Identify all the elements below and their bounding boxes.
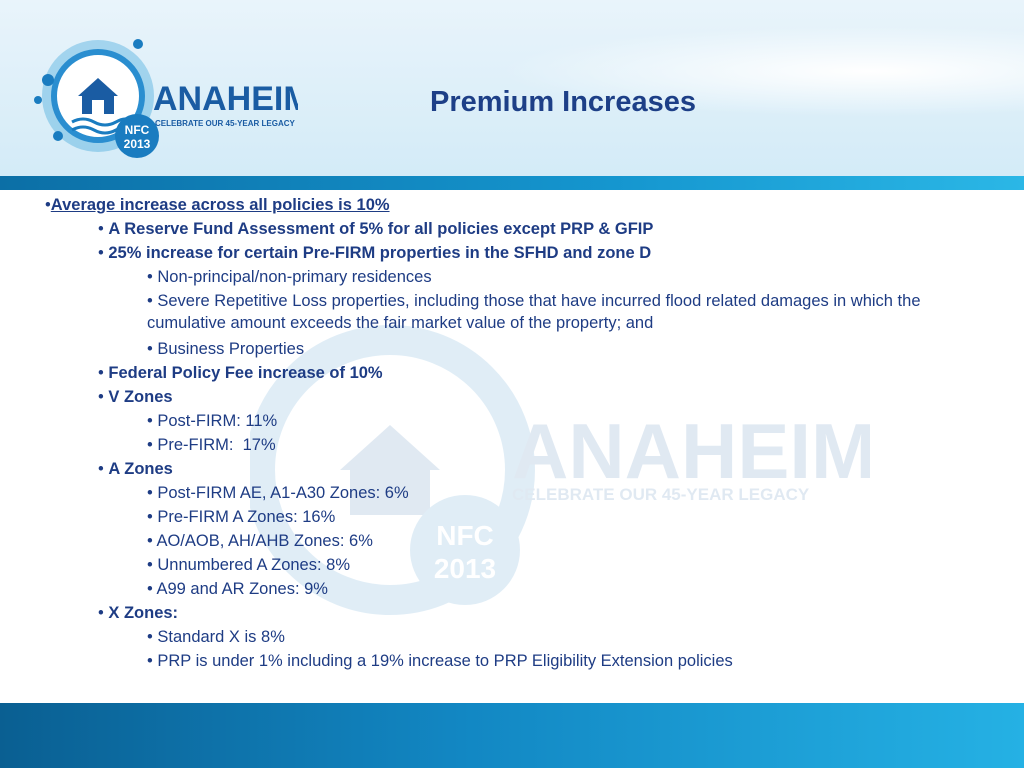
bullet-item: • Post-FIRM AE, A1-A30 Zones: 6%	[147, 484, 409, 502]
bullet-text: Post-FIRM: 11%	[157, 412, 278, 430]
house-icon	[78, 78, 118, 114]
watermark-name: ANAHEIM	[512, 407, 870, 495]
logo-badge-line1: NFC	[125, 123, 150, 137]
bullet-item: • A Zones	[98, 460, 173, 478]
bullet-item: • Unnumbered A Zones: 8%	[147, 556, 350, 574]
footer-band	[0, 703, 1024, 768]
slide-header	[0, 0, 1024, 178]
bullet-item: • X Zones:	[98, 604, 179, 622]
bullet-item: • Post-FIRM: 11%	[147, 412, 278, 430]
logo-name: ANAHEIM	[153, 80, 298, 118]
bullet-item: • AO/AOB, AH/AHB Zones: 6%	[147, 532, 373, 550]
slide-title: Premium Increases	[430, 86, 696, 118]
watermark-badge-line2: 2013	[434, 553, 496, 584]
bullet-text: Federal Policy Fee increase of 10%	[108, 364, 383, 382]
bullet-item: • PRP is under 1% including a 19% increa…	[147, 652, 733, 670]
watermark-tagline: CELEBRATE OUR 45-YEAR LEGACY	[512, 485, 810, 504]
bullet-text: Post-FIRM AE, A1-A30 Zones: 6%	[157, 484, 409, 502]
bullet-item: • Standard X is 8%	[147, 628, 285, 646]
bullet-item: • 25% increase for certain Pre-FIRM prop…	[98, 244, 652, 262]
bullet-text: Unnumbered A Zones: 8%	[157, 556, 350, 574]
bullet-item: •Average increase across all policies is…	[45, 196, 390, 214]
bullet-item: • Non-principal/non-primary residences	[147, 268, 432, 286]
bullet-text: A Reserve Fund Assessment of 5% for all …	[108, 220, 654, 238]
logo-tagline: CELEBRATE OUR 45-YEAR LEGACY	[155, 119, 296, 128]
bullet-text: 25% increase for certain Pre-FIRM proper…	[108, 244, 652, 262]
bullet-item: • Federal Policy Fee increase of 10%	[98, 364, 383, 382]
logo-badge-line2: 2013	[124, 137, 151, 151]
bullet-text: Non-principal/non-primary residences	[157, 268, 432, 286]
bullet-item: • A99 and AR Zones: 9%	[147, 580, 328, 598]
bullet-text: A99 and AR Zones: 9%	[156, 580, 328, 598]
bullet-text: PRP is under 1% including a 19% increase…	[157, 652, 733, 670]
anaheim-logo: NFC 2013 ANAHEIM CELEBRATE OUR 45-YEAR L…	[34, 39, 298, 158]
bullet-item: • V Zones	[98, 388, 173, 406]
bullet-text: AO/AOB, AH/AHB Zones: 6%	[156, 532, 373, 550]
header-band	[0, 176, 1024, 190]
bullet-text: Average increase across all policies is …	[50, 196, 390, 214]
bullet-text: V Zones	[108, 388, 173, 406]
bullet-item: • Pre-FIRM A Zones: 16%	[147, 508, 336, 526]
bullet-item: • Pre-FIRM: 17%	[147, 436, 276, 454]
bullet-text: Business Properties	[157, 340, 305, 358]
bullet-item: • Severe Repetitive Loss properties, inc…	[147, 292, 921, 332]
bullet-text: A Zones	[108, 460, 173, 478]
bullet-item: • Business Properties	[147, 340, 305, 358]
bullet-text: Severe Repetitive Loss properties, inclu…	[147, 292, 921, 332]
watermark-badge-line1: NFC	[436, 520, 494, 551]
bullet-text: Pre-FIRM: 17%	[157, 436, 276, 454]
bullet-item: • A Reserve Fund Assessment of 5% for al…	[98, 220, 654, 238]
logo-watermark: NFC 2013 ANAHEIM CELEBRATE OUR 45-YEAR L…	[250, 325, 870, 615]
bullet-text: Standard X is 8%	[157, 628, 285, 646]
bullet-text: X Zones:	[108, 604, 179, 622]
bullet-text: Pre-FIRM A Zones: 16%	[157, 508, 336, 526]
